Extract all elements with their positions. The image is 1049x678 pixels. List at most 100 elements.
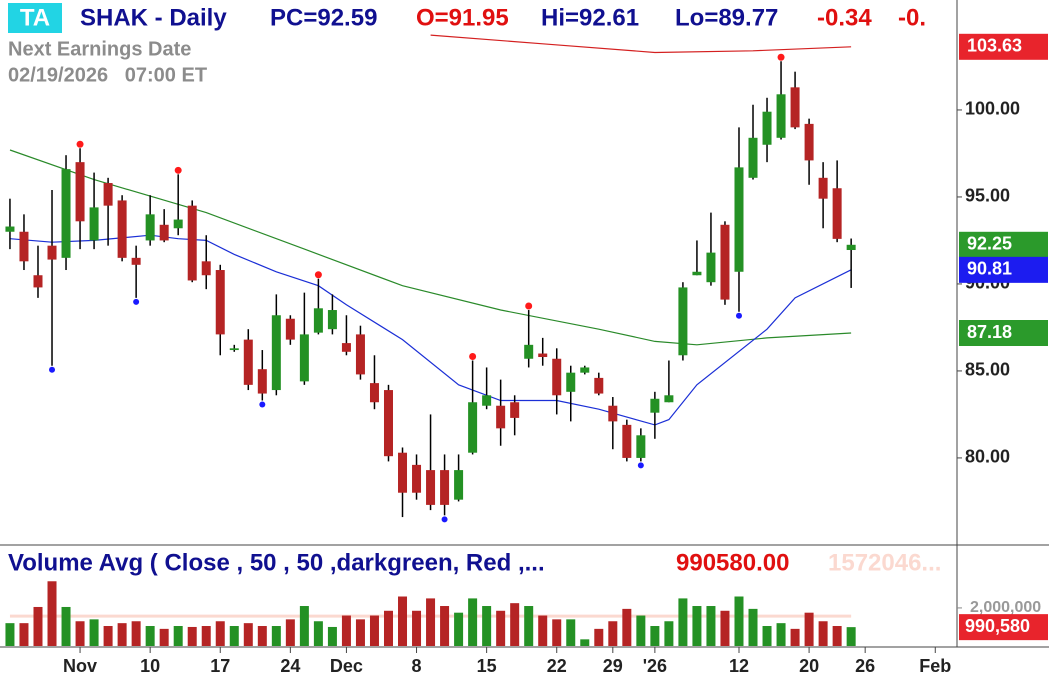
volume-bar bbox=[538, 615, 548, 646]
volume-bar bbox=[313, 621, 323, 646]
earnings-date: 02/19/2026 07:00 ET bbox=[8, 64, 207, 86]
volume-bar bbox=[412, 610, 422, 646]
volume-bar bbox=[369, 615, 379, 646]
y-tick-label: 95.00 bbox=[965, 186, 1010, 206]
volume-bar bbox=[257, 626, 267, 646]
volume-y-tick-label: 2,000,000 bbox=[970, 599, 1041, 616]
volume-bar bbox=[622, 608, 632, 646]
volume-bar bbox=[229, 626, 239, 646]
volume-bar bbox=[482, 606, 492, 646]
candle-body bbox=[341, 343, 351, 352]
candle-body bbox=[369, 383, 379, 403]
candle-body bbox=[412, 464, 422, 493]
candle-body bbox=[426, 470, 436, 505]
candle-body bbox=[622, 424, 632, 458]
candle-body bbox=[47, 245, 57, 260]
candle-body bbox=[720, 224, 730, 300]
volume-bar bbox=[832, 626, 842, 646]
earnings-label: Next Earnings Date bbox=[8, 38, 191, 60]
volume-bar bbox=[61, 606, 71, 646]
volume-bar bbox=[608, 621, 618, 646]
pivot-low-dot bbox=[259, 401, 266, 408]
volume-bar bbox=[383, 610, 393, 646]
badge: TA bbox=[20, 4, 50, 31]
volume-bar bbox=[89, 619, 99, 646]
pivot-low-dot bbox=[735, 312, 742, 319]
moving-average-line bbox=[9, 149, 852, 346]
y-tick-label: 100.00 bbox=[965, 99, 1020, 119]
moving-average-line bbox=[9, 234, 852, 426]
candle-body bbox=[482, 395, 492, 406]
volume-value: 990580.00 bbox=[676, 549, 789, 576]
pivot-high-dot bbox=[525, 302, 533, 310]
volume-bar bbox=[692, 606, 702, 646]
x-tick-label: 17 bbox=[210, 656, 230, 676]
candle-body bbox=[636, 435, 646, 458]
volume-bar bbox=[341, 615, 351, 646]
candle-body bbox=[776, 94, 786, 138]
prev-close: PC=92.59 bbox=[270, 4, 377, 31]
price-label: 92.25 bbox=[967, 234, 1012, 254]
volume-bar bbox=[215, 621, 225, 646]
candle-body bbox=[552, 358, 562, 396]
volume-bar bbox=[173, 626, 183, 646]
pivot-high-dot bbox=[76, 140, 84, 148]
candle-body bbox=[594, 377, 604, 394]
x-tick-label: 10 bbox=[140, 656, 160, 676]
candle-body bbox=[580, 367, 590, 373]
open: O=91.95 bbox=[416, 4, 509, 31]
high: Hi=92.61 bbox=[541, 4, 639, 31]
x-tick-label: 20 bbox=[799, 656, 819, 676]
price-label: 87.18 bbox=[967, 322, 1012, 342]
candle-body bbox=[734, 167, 744, 272]
candle-body bbox=[804, 123, 814, 161]
candle-body bbox=[103, 183, 113, 206]
price-label-box bbox=[959, 231, 1048, 258]
volume-bar bbox=[131, 621, 141, 646]
volume-bar bbox=[468, 598, 478, 646]
price-label: 103.63 bbox=[967, 36, 1022, 56]
volume-bar bbox=[454, 612, 464, 646]
candle-body bbox=[89, 207, 99, 241]
candle-body bbox=[454, 470, 464, 500]
y-tick-label: 80.00 bbox=[965, 447, 1010, 467]
candle-body bbox=[5, 226, 15, 232]
candle-body bbox=[75, 162, 85, 222]
volume-bar bbox=[734, 596, 744, 646]
volume-bar bbox=[846, 627, 856, 646]
x-tick-label: 29 bbox=[603, 656, 623, 676]
volume-bar bbox=[496, 610, 506, 646]
candle-body bbox=[650, 398, 660, 413]
volume-bar bbox=[594, 628, 604, 646]
volume-bar bbox=[650, 626, 660, 646]
x-tick-label: Feb bbox=[919, 656, 951, 676]
volume-bar bbox=[706, 606, 716, 646]
volume-bar bbox=[804, 612, 814, 646]
pivot-high-dot bbox=[777, 53, 785, 61]
candle-body bbox=[117, 200, 127, 258]
candle-body bbox=[790, 87, 800, 128]
volume-bar bbox=[47, 581, 57, 646]
change: -0.34 bbox=[817, 4, 872, 31]
candle-body bbox=[692, 271, 702, 276]
x-tick-label: Nov bbox=[63, 656, 97, 676]
candle-body bbox=[832, 188, 842, 239]
candle-body bbox=[566, 372, 576, 392]
candle-body bbox=[524, 344, 534, 359]
candle-body bbox=[846, 244, 856, 251]
volume-bar bbox=[19, 623, 29, 646]
pivot-low-dot bbox=[133, 298, 140, 305]
candle-body bbox=[440, 470, 450, 505]
volume-bar bbox=[201, 626, 211, 646]
volume-bar bbox=[566, 619, 576, 646]
volume-bar bbox=[117, 623, 127, 646]
volume-bar bbox=[145, 626, 155, 646]
volume-bar bbox=[159, 628, 169, 646]
candle-body bbox=[299, 334, 309, 382]
candle-body bbox=[19, 231, 29, 262]
candle-body bbox=[748, 137, 758, 178]
candle-body bbox=[468, 402, 478, 453]
candle-body bbox=[538, 353, 548, 358]
candle-body bbox=[383, 390, 393, 457]
pivot-low-dot bbox=[441, 516, 448, 523]
